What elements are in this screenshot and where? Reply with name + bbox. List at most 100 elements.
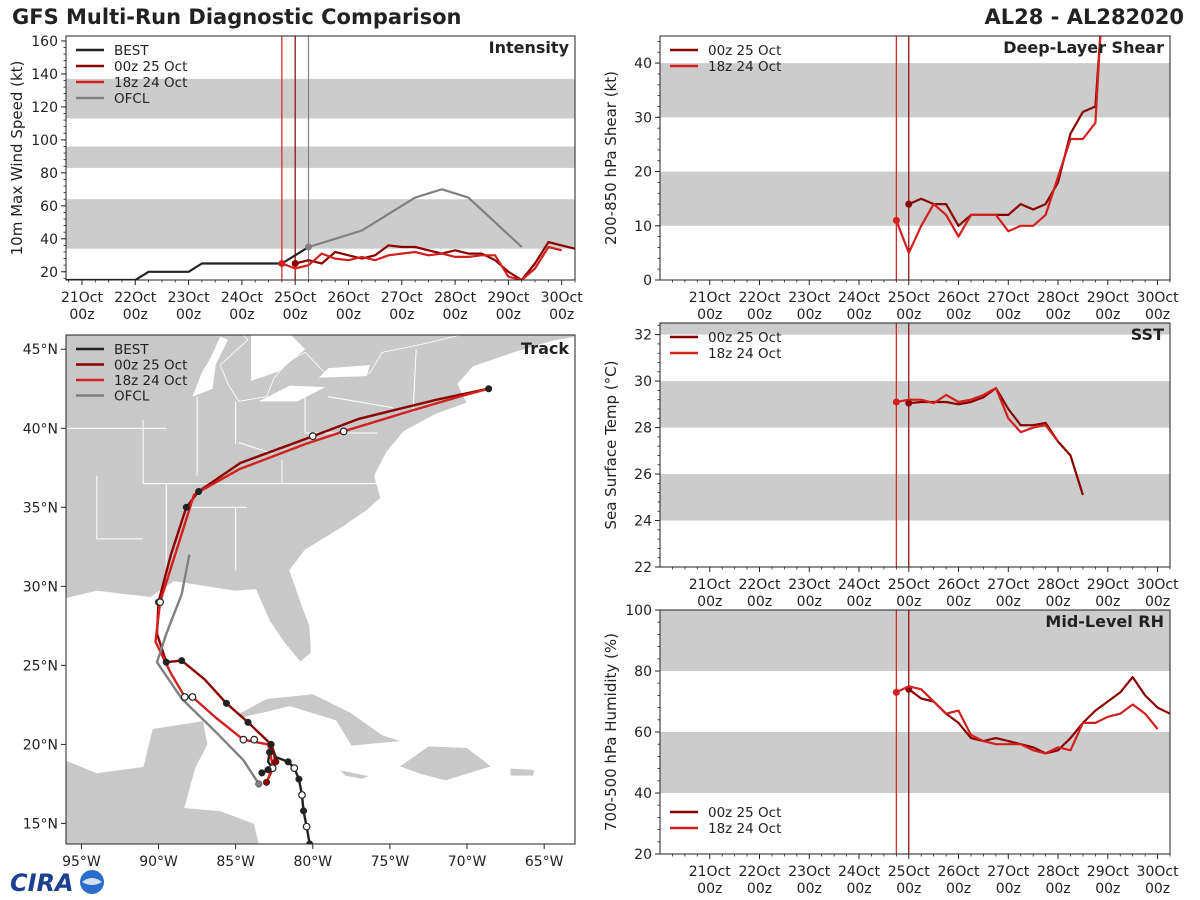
intensity-xtick-label: 28Oct xyxy=(434,290,477,306)
shear-ytick-label: 30 xyxy=(634,110,652,126)
intensity-legend-label: BEST xyxy=(114,43,149,59)
sst-legend-label: 18z 24 Oct xyxy=(708,346,781,362)
shear-xtick-sublabel: 00z xyxy=(1045,307,1070,323)
track-point xyxy=(180,693,189,701)
intensity-band-1 xyxy=(66,146,575,168)
rh-xtick-sublabel: 00z xyxy=(697,881,722,897)
track-point xyxy=(284,758,292,766)
lat-tick-label: 25°N xyxy=(23,658,58,674)
lake-ontario xyxy=(318,365,370,378)
sst-xtick-sublabel: 00z xyxy=(797,594,822,610)
sst-band-0 xyxy=(660,474,1170,521)
intensity-xtick-sublabel: 00z xyxy=(123,307,148,323)
shear-start-point xyxy=(892,216,900,224)
shear-xtick-sublabel: 00z xyxy=(747,307,772,323)
track-point xyxy=(250,735,259,744)
sst-legend-label: 00z 25 Oct xyxy=(708,330,781,346)
page-title: GFS Multi-Run Diagnostic Comparison xyxy=(12,5,462,29)
lat-tick-label: 30°N xyxy=(23,579,58,595)
lat-tick-label: 35°N xyxy=(23,500,58,516)
track-legend-label: BEST xyxy=(114,342,149,358)
shear-xtick-sublabel: 00z xyxy=(996,307,1021,323)
lake-huron xyxy=(251,335,306,381)
intensity-legend-label: 00z 25 Oct xyxy=(114,59,187,75)
shear-band-0 xyxy=(660,171,1170,226)
intensity-ytick-label: 100 xyxy=(31,133,58,149)
lat-tick-label: 40°N xyxy=(23,421,58,437)
intensity-xtick-sublabel: 00z xyxy=(283,307,308,323)
shear-xtick-sublabel: 00z xyxy=(946,307,971,323)
track-legend-label: 18z 24 Oct xyxy=(114,373,187,389)
track-frame xyxy=(65,334,576,845)
sst-xtick-sublabel: 00z xyxy=(1045,594,1070,610)
sst-ytick-label: 26 xyxy=(634,467,652,483)
lon-tick-label: 70°W xyxy=(448,854,487,870)
rh-legend-label: 18z 24 Oct xyxy=(708,821,781,837)
track-legend-label: 00z 25 Oct xyxy=(114,358,187,374)
cira-logo-text: CIRA xyxy=(10,869,74,896)
lon-tick-label: 90°W xyxy=(139,854,178,870)
intensity-line-ofcl xyxy=(308,188,523,249)
lon-tick-label: 85°W xyxy=(216,854,255,870)
track-point xyxy=(255,780,263,788)
shear-xtick-sublabel: 00z xyxy=(846,307,871,323)
intensity-xtick-label: 26Oct xyxy=(327,290,370,306)
rh-xtick-label: 28Oct xyxy=(1037,864,1080,880)
track-point xyxy=(485,385,493,393)
sst-series-group xyxy=(892,387,1084,496)
intensity-ytick-label: 160 xyxy=(31,34,58,50)
intensity-xtick-sublabel: 00z xyxy=(69,307,94,323)
state-boundary xyxy=(238,442,273,455)
intensity-ytick-label: 80 xyxy=(40,166,58,182)
intensity-start-point xyxy=(305,243,313,251)
puerto-rico-land xyxy=(509,767,536,777)
rh-xtick-sublabel: 00z xyxy=(1095,881,1120,897)
rh-ytick-label: 80 xyxy=(634,664,652,680)
intensity-xtick-sublabel: 00z xyxy=(496,307,521,323)
lat-tick-label: 20°N xyxy=(23,737,58,753)
intensity-series-group xyxy=(66,188,575,280)
track-point xyxy=(222,699,230,707)
lat-tick-label: 45°N xyxy=(23,342,58,358)
intensity-xtick-label: 22Oct xyxy=(114,290,157,306)
track-point xyxy=(162,658,170,666)
track-point xyxy=(267,740,275,748)
hispaniola-land xyxy=(398,745,493,782)
intensity-start-point xyxy=(291,260,299,268)
sst-xtick-label: 29Oct xyxy=(1087,577,1130,593)
shear-xtick-sublabel: 00z xyxy=(697,307,722,323)
track-point xyxy=(182,503,190,511)
rh-xtick-label: 26Oct xyxy=(938,864,981,880)
shear-band-1 xyxy=(660,63,1170,118)
intensity-line-best xyxy=(66,246,310,280)
intensity-xtick-label: 24Oct xyxy=(221,290,264,306)
intensity-ytick-label: 40 xyxy=(40,232,58,248)
intensity-ytick-label: 60 xyxy=(40,199,58,215)
panel-track: 95°W 90°W 85°W 80°W 75°W 70°W 65°W 15°N 20°N 25°N… xyxy=(23,334,576,870)
sst-xtick-sublabel: 00z xyxy=(747,594,772,610)
lake-michigan xyxy=(192,336,228,397)
sst-xtick-sublabel: 00z xyxy=(1145,594,1170,610)
shear-xtick-label: 28Oct xyxy=(1037,290,1080,306)
track-point xyxy=(299,807,308,815)
intensity-start-point xyxy=(278,260,286,268)
track-line-ofcl xyxy=(155,554,260,785)
rh-start-point xyxy=(892,688,900,696)
rh-xtick-label: 21Oct xyxy=(689,864,732,880)
track-point xyxy=(266,748,274,756)
track-point xyxy=(195,487,203,496)
intensity-xtick-label: 21Oct xyxy=(61,290,104,306)
rh-band-0 xyxy=(660,732,1170,793)
rh-xtick-label: 25Oct xyxy=(888,864,931,880)
shear-xtick-label: 26Oct xyxy=(938,290,981,306)
track-point xyxy=(258,769,266,777)
shear-line-00z-25-oct xyxy=(908,36,1102,227)
rh-legend-label: 00z 25 Oct xyxy=(708,805,781,821)
sst-xtick-sublabel: 00z xyxy=(1095,594,1120,610)
sst-xtick-label: 22Oct xyxy=(738,577,781,593)
shear-xtick-label: 30Oct xyxy=(1137,290,1180,306)
cira-logo: CIRA xyxy=(6,868,106,897)
intensity-xtick-sublabel: 00z xyxy=(229,307,254,323)
sst-xtick-label: 30Oct xyxy=(1137,577,1180,593)
cuba-land xyxy=(236,693,403,747)
